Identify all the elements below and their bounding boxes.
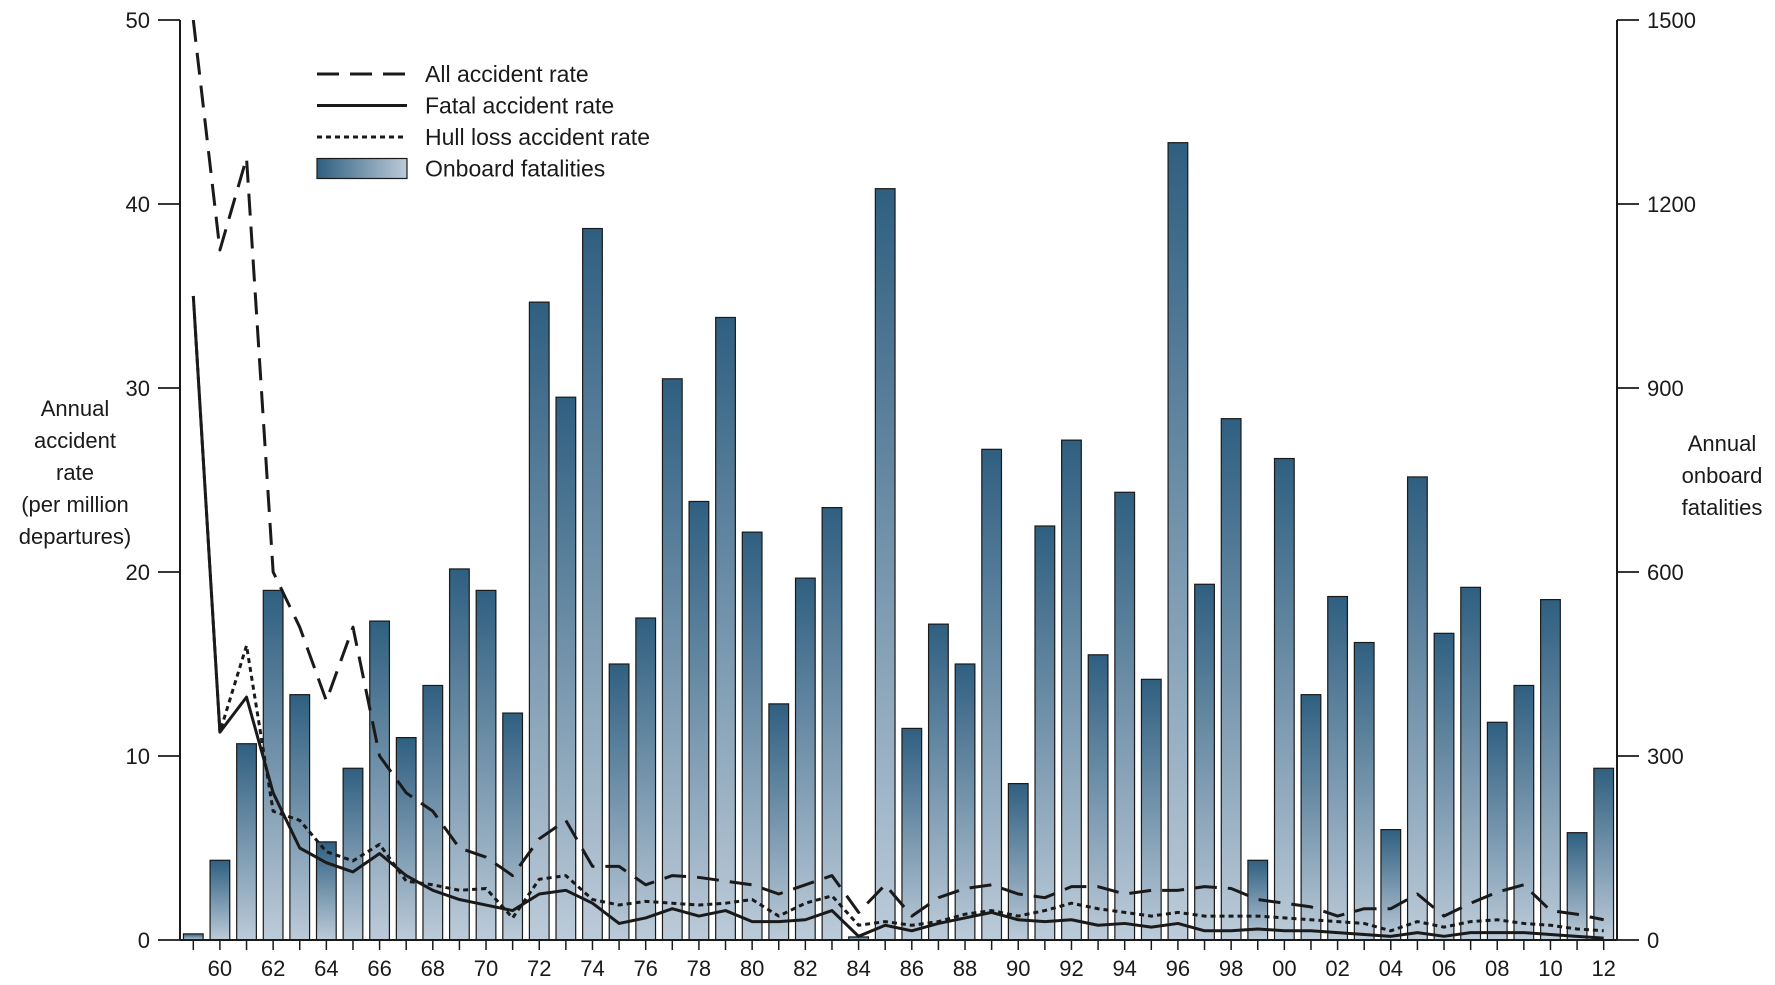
x-tick-label: 92 <box>1059 956 1083 980</box>
x-tick-label: 62 <box>261 956 285 980</box>
fatalities-bar-96 <box>1167 142 1189 941</box>
x-tick-label: 72 <box>527 956 551 980</box>
left-axis-title-line: departures) <box>19 524 132 549</box>
right-tick-label: 1200 <box>1647 192 1696 217</box>
x-tick-label: 00 <box>1272 956 1296 980</box>
left-tick-label: 20 <box>126 560 150 585</box>
x-tick-label: 08 <box>1485 956 1509 980</box>
fatalities-bar-73 <box>555 396 577 941</box>
fatalities-bar-72 <box>528 301 550 941</box>
fatalities-bar-03 <box>1353 641 1375 941</box>
left-tick-label: 50 <box>126 8 150 33</box>
x-tick-label: 66 <box>367 956 391 980</box>
x-tick-label: 76 <box>633 956 657 980</box>
x-tick-label: 10 <box>1538 956 1562 980</box>
x-tick-label: 88 <box>953 956 977 980</box>
fatalities-bar-91 <box>1034 525 1056 941</box>
fatalities-bar-93 <box>1087 654 1109 941</box>
x-tick-label: 78 <box>687 956 711 980</box>
x-tick-label: 84 <box>846 956 870 980</box>
fatalities-bar-75 <box>608 663 630 941</box>
fatalities-bar-80 <box>741 531 763 941</box>
left-axis-title-line: (per million <box>21 492 129 517</box>
fatalities-bar-65 <box>342 767 364 941</box>
x-tick-label: 04 <box>1379 956 1403 980</box>
fatalities-bar-10 <box>1540 598 1561 941</box>
fatalities-bar-81 <box>768 703 790 941</box>
fatalities-bar-89 <box>981 448 1003 941</box>
fatalities-bar-08 <box>1486 721 1508 941</box>
x-tick-label: 64 <box>314 956 338 980</box>
fatalities-bar-78 <box>688 500 710 941</box>
right-axis-title-line: onboard <box>1682 463 1763 488</box>
series-line-fatal-accident-rate <box>191 295 1604 940</box>
fatalities-bar-11 <box>1566 832 1588 941</box>
fatalities-bar-05 <box>1406 476 1428 941</box>
right-axis-title-line: Annual <box>1688 431 1757 456</box>
legend-label: Hull loss accident rate <box>425 124 650 150</box>
right-axis-title-line: fatalities <box>1682 495 1763 520</box>
fatalities-bar-12 <box>1593 767 1615 941</box>
fatalities-bar-95 <box>1140 678 1162 941</box>
fatalities-bar-61 <box>236 743 257 941</box>
fatalities-bar-94 <box>1114 491 1136 941</box>
left-tick-label: 40 <box>126 192 150 217</box>
left-tick-label: 0 <box>138 928 150 953</box>
series-line-all-accident-rate <box>191 19 1604 922</box>
fatalities-bar-09 <box>1513 684 1535 941</box>
x-tick-label: 06 <box>1432 956 1456 980</box>
left-axis-title-line: rate <box>56 460 94 485</box>
fatalities-bar-04 <box>1380 828 1402 941</box>
x-tick-label: 86 <box>900 956 924 980</box>
x-tick-label: 94 <box>1112 956 1136 980</box>
x-tick-label: 68 <box>421 956 445 980</box>
legend-swatch-bar <box>316 157 408 180</box>
x-tick-label: 96 <box>1166 956 1190 980</box>
left-tick-label: 30 <box>126 376 150 401</box>
fatalities-bar-67 <box>395 736 417 941</box>
fatalities-bar-85 <box>874 188 896 941</box>
fatalities-bar-77 <box>661 378 683 941</box>
fatalities-bar-87 <box>927 623 949 941</box>
left-axis-title-line: Annual <box>41 396 110 421</box>
fatalities-bar-07 <box>1460 586 1482 941</box>
fatalities-bar-01 <box>1300 694 1322 941</box>
fatalities-bar-00 <box>1273 457 1295 941</box>
fatalities-bar-92 <box>1061 439 1082 941</box>
fatalities-bar-02 <box>1327 595 1349 941</box>
fatalities-bar-74 <box>582 227 603 941</box>
fatalities-bar-66 <box>369 620 391 941</box>
x-tick-label: 80 <box>740 956 764 980</box>
fatalities-bar-60 <box>209 859 231 941</box>
fatalities-bar-79 <box>715 316 736 941</box>
fatalities-bar-98 <box>1220 418 1242 941</box>
x-tick-label: 90 <box>1006 956 1030 980</box>
fatalities-bar-86 <box>901 727 923 941</box>
x-tick-label: 60 <box>208 956 232 980</box>
left-tick-label: 10 <box>126 744 150 769</box>
right-tick-label: 1500 <box>1647 8 1696 33</box>
right-tick-label: 300 <box>1647 744 1684 769</box>
x-tick-label: 82 <box>793 956 817 980</box>
fatalities-bar-88 <box>954 663 976 941</box>
right-tick-label: 0 <box>1647 928 1659 953</box>
legend-label: Onboard fatalities <box>425 156 605 182</box>
x-tick-label: 12 <box>1591 956 1615 980</box>
x-tick-label: 70 <box>474 956 498 980</box>
right-tick-label: 600 <box>1647 560 1684 585</box>
fatalities-bar-69 <box>448 568 470 941</box>
fatalities-bar-64 <box>315 841 337 941</box>
x-tick-label: 98 <box>1219 956 1243 980</box>
x-tick-label: 02 <box>1325 956 1349 980</box>
fatalities-bar-76 <box>635 617 657 941</box>
fatalities-bar-06 <box>1433 632 1455 941</box>
series-line-hull-loss-accident-rate <box>191 295 1604 933</box>
right-tick-label: 900 <box>1647 376 1684 401</box>
left-axis-title-line: accident <box>34 428 116 453</box>
legend-label: All accident rate <box>425 61 589 87</box>
legend-label: Fatal accident rate <box>425 93 614 119</box>
x-tick-label: 74 <box>580 956 604 980</box>
